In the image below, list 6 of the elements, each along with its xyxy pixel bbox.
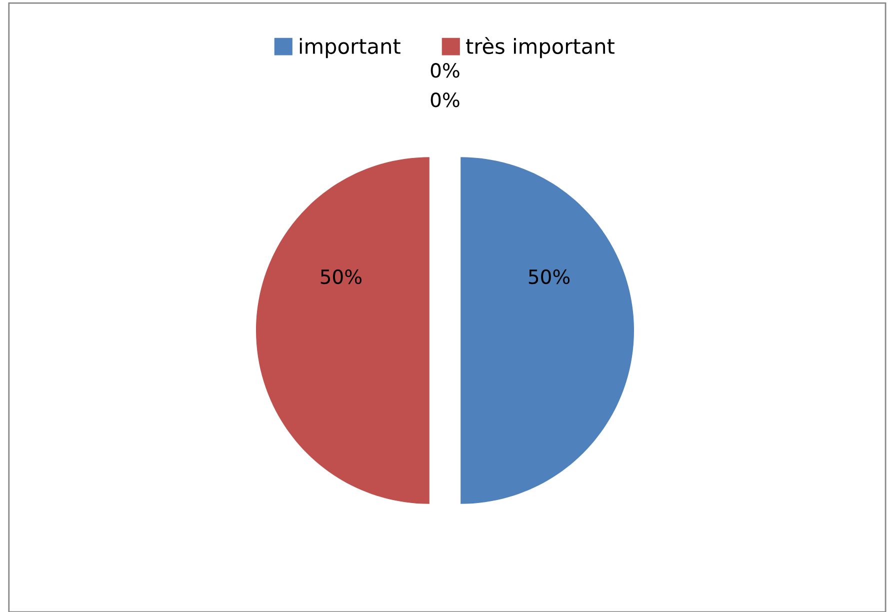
legend-label: important	[300, 38, 400, 58]
text: 0%	[430, 63, 460, 78]
legend-label: très important	[466, 37, 614, 58]
data-label: 50%	[528, 269, 570, 284]
text: 0%	[430, 92, 460, 108]
data-label: 50%	[320, 269, 362, 284]
